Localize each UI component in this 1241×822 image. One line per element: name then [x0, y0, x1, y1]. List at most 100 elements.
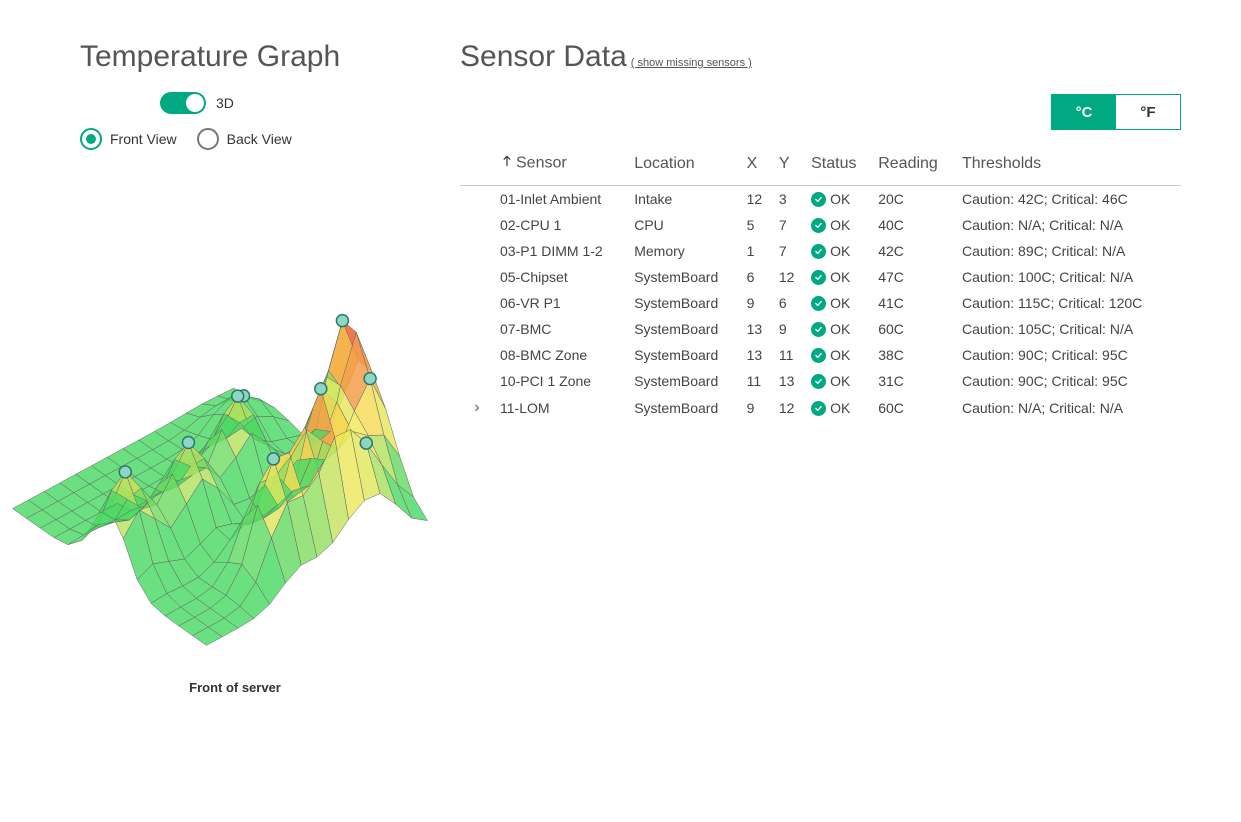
- column-thresholds[interactable]: Thresholds: [956, 146, 1181, 186]
- status-ok-icon: [811, 374, 826, 389]
- sensor-marker[interactable]: [232, 390, 244, 402]
- radio-outer-icon: [197, 128, 219, 150]
- table-row[interactable]: 06-VR P1SystemBoard96OK41CCaution: 115C;…: [460, 290, 1181, 316]
- cell-thresholds: Caution: N/A; Critical: N/A: [956, 212, 1181, 238]
- front-view-radio[interactable]: Front View: [80, 128, 177, 150]
- cell-sensor: 03-P1 DIMM 1-2: [494, 238, 628, 264]
- sensor-data-title: Sensor Data: [460, 40, 627, 74]
- cell-reading: 47C: [872, 264, 956, 290]
- sensor-table: Sensor Location X Y Status Reading Thres…: [460, 146, 1181, 422]
- toggle-knob: [186, 94, 204, 112]
- cell-x: 5: [741, 212, 773, 238]
- cell-x: 1: [741, 238, 773, 264]
- cell-status: OK: [805, 394, 872, 422]
- status-ok-icon: [811, 322, 826, 337]
- cell-location: SystemBoard: [628, 264, 740, 290]
- cell-sensor: 07-BMC: [494, 316, 628, 342]
- graph-caption: Front of server: [40, 680, 430, 695]
- cell-reading: 41C: [872, 290, 956, 316]
- table-row[interactable]: 03-P1 DIMM 1-2Memory17OK42CCaution: 89C;…: [460, 238, 1181, 264]
- sensor-marker[interactable]: [182, 437, 194, 449]
- unit-toggle: °C °F: [1051, 94, 1181, 130]
- cell-location: Memory: [628, 238, 740, 264]
- temperature-3d-graph[interactable]: [0, 190, 420, 670]
- table-row[interactable]: 02-CPU 1CPU57OK40CCaution: N/A; Critical…: [460, 212, 1181, 238]
- sensor-marker[interactable]: [315, 383, 327, 395]
- cell-x: 6: [741, 264, 773, 290]
- column-reading[interactable]: Reading: [872, 146, 956, 186]
- cell-status: OK: [805, 186, 872, 213]
- sensor-marker[interactable]: [364, 373, 376, 385]
- table-row[interactable]: 01-Inlet AmbientIntake123OK20CCaution: 4…: [460, 186, 1181, 213]
- front-view-radio-label: Front View: [110, 131, 177, 147]
- cell-reading: 20C: [872, 186, 956, 213]
- cell-thresholds: Caution: 100C; Critical: N/A: [956, 264, 1181, 290]
- cell-x: 9: [741, 290, 773, 316]
- cell-sensor: 02-CPU 1: [494, 212, 628, 238]
- sensor-marker[interactable]: [119, 466, 131, 478]
- cell-reading: 31C: [872, 368, 956, 394]
- column-sensor[interactable]: Sensor: [494, 146, 628, 186]
- cell-location: CPU: [628, 212, 740, 238]
- cell-reading: 42C: [872, 238, 956, 264]
- sensor-marker[interactable]: [360, 437, 372, 449]
- column-expand: [460, 146, 494, 186]
- cell-status: OK: [805, 238, 872, 264]
- status-ok-icon: [811, 296, 826, 311]
- table-row[interactable]: 05-ChipsetSystemBoard612OK47CCaution: 10…: [460, 264, 1181, 290]
- cell-y: 12: [773, 264, 805, 290]
- sort-asc-icon: [500, 154, 514, 173]
- cell-status: OK: [805, 368, 872, 394]
- cell-y: 3: [773, 186, 805, 213]
- cell-thresholds: Caution: 90C; Critical: 95C: [956, 342, 1181, 368]
- 3d-toggle-label: 3D: [216, 95, 234, 111]
- cell-sensor: 06-VR P1: [494, 290, 628, 316]
- cell-sensor: 01-Inlet Ambient: [494, 186, 628, 213]
- status-ok-icon: [811, 218, 826, 233]
- chevron-right-icon[interactable]: ›: [474, 399, 479, 417]
- cell-status: OK: [805, 290, 872, 316]
- cell-status: OK: [805, 264, 872, 290]
- table-row[interactable]: ›11-LOMSystemBoard912OK60CCaution: N/A; …: [460, 394, 1181, 422]
- cell-x: 13: [741, 316, 773, 342]
- status-ok-icon: [811, 348, 826, 363]
- temperature-graph-title: Temperature Graph: [80, 40, 430, 74]
- cell-thresholds: Caution: 115C; Critical: 120C: [956, 290, 1181, 316]
- column-location[interactable]: Location: [628, 146, 740, 186]
- celsius-button[interactable]: °C: [1052, 95, 1116, 129]
- cell-thresholds: Caution: 89C; Critical: N/A: [956, 238, 1181, 264]
- cell-thresholds: Caution: 105C; Critical: N/A: [956, 316, 1181, 342]
- table-row[interactable]: 08-BMC ZoneSystemBoard1311OK38CCaution: …: [460, 342, 1181, 368]
- show-missing-sensors-link[interactable]: ( show missing sensors ): [631, 57, 752, 69]
- cell-status: OK: [805, 342, 872, 368]
- fahrenheit-button[interactable]: °F: [1116, 95, 1180, 129]
- cell-location: SystemBoard: [628, 342, 740, 368]
- 3d-toggle[interactable]: [160, 92, 206, 114]
- cell-y: 13: [773, 368, 805, 394]
- cell-x: 13: [741, 342, 773, 368]
- cell-sensor: 08-BMC Zone: [494, 342, 628, 368]
- radio-outer-icon: [80, 128, 102, 150]
- cell-y: 9: [773, 316, 805, 342]
- cell-reading: 40C: [872, 212, 956, 238]
- cell-x: 12: [741, 186, 773, 213]
- cell-x: 11: [741, 368, 773, 394]
- cell-reading: 60C: [872, 316, 956, 342]
- sensor-marker[interactable]: [267, 453, 279, 465]
- cell-y: 12: [773, 394, 805, 422]
- cell-status: OK: [805, 212, 872, 238]
- column-y[interactable]: Y: [773, 146, 805, 186]
- column-status[interactable]: Status: [805, 146, 872, 186]
- table-row[interactable]: 07-BMCSystemBoard139OK60CCaution: 105C; …: [460, 316, 1181, 342]
- column-x[interactable]: X: [741, 146, 773, 186]
- cell-thresholds: Caution: 42C; Critical: 46C: [956, 186, 1181, 213]
- cell-sensor: 10-PCI 1 Zone: [494, 368, 628, 394]
- back-view-radio[interactable]: Back View: [197, 128, 292, 150]
- cell-location: Intake: [628, 186, 740, 213]
- sensor-marker[interactable]: [336, 315, 348, 327]
- table-row[interactable]: 10-PCI 1 ZoneSystemBoard1113OK31CCaution…: [460, 368, 1181, 394]
- cell-y: 7: [773, 212, 805, 238]
- cell-y: 11: [773, 342, 805, 368]
- back-view-radio-label: Back View: [227, 131, 292, 147]
- cell-y: 6: [773, 290, 805, 316]
